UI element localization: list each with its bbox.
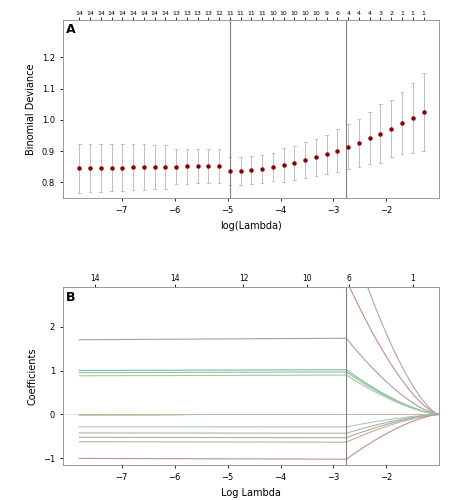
Text: A: A bbox=[66, 23, 76, 36]
Text: B: B bbox=[66, 290, 76, 304]
X-axis label: Log Lambda: Log Lambda bbox=[222, 488, 281, 498]
Y-axis label: Binomial Deviance: Binomial Deviance bbox=[26, 63, 36, 155]
Y-axis label: Coefficients: Coefficients bbox=[27, 348, 37, 405]
X-axis label: log(Lambda): log(Lambda) bbox=[221, 221, 282, 231]
